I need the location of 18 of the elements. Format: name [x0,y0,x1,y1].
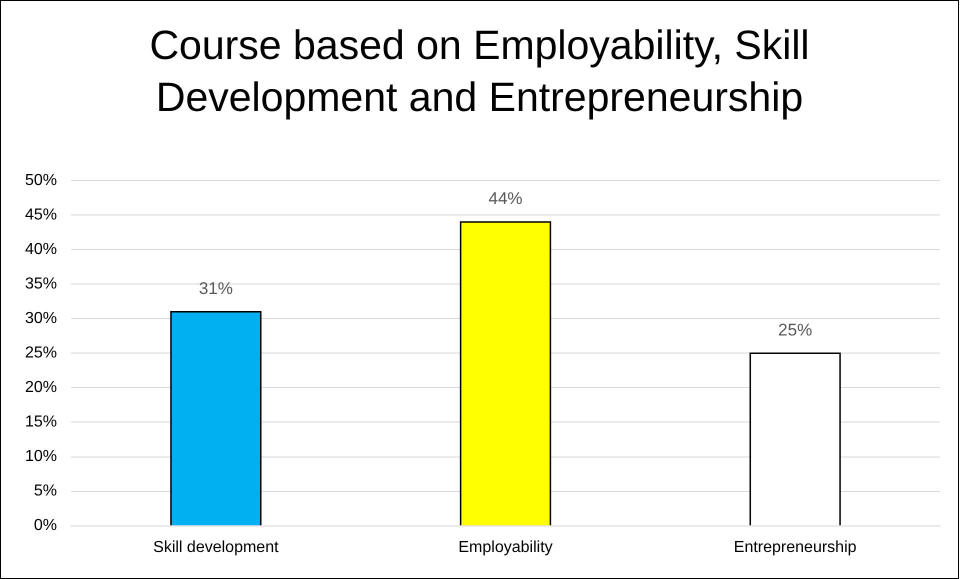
data-label: 31% [198,278,233,298]
y-tick-label: 50% [24,172,58,190]
x-tick-label: Entrepreneurship [734,538,857,556]
y-tick-label: 5% [34,482,58,500]
data-label: 25% [778,320,812,340]
chart-title: Course based on Employability, Skill Development and Entrepreneurship [148,21,811,122]
y-tick-label: 35% [24,276,58,293]
data-label: 44% [488,189,523,208]
y-tick-label: 45% [24,206,58,224]
y-tick-label: 25% [24,344,58,362]
y-tick-label: 15% [24,414,58,431]
y-tick-label: 20% [24,379,58,396]
y-tick-label: 30% [24,310,58,328]
y-tick-label: 40% [24,241,58,258]
x-tick-label: Employability [458,538,553,556]
y-tick-label: 10% [24,448,58,466]
x-tick-label: Skill development [153,538,280,556]
y-tick-label: 0% [34,517,58,534]
